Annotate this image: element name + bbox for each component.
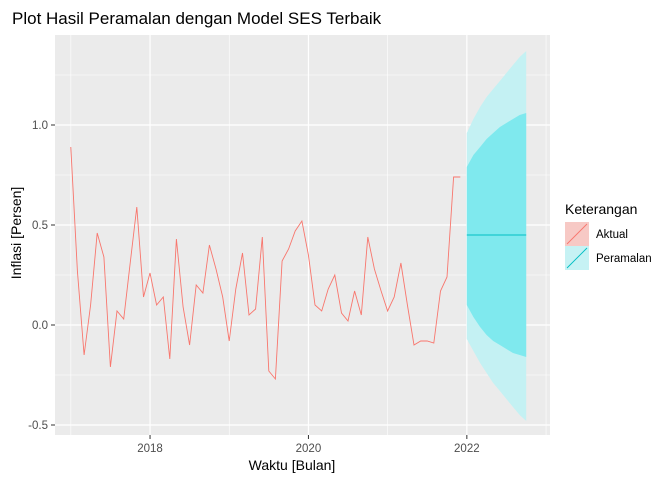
y-axis-label: Inflasi [Persen] (8, 187, 24, 280)
legend-key-aktual-line (566, 223, 588, 245)
legend-title: Keterangan (565, 201, 637, 217)
legend: Keterangan Aktual Peramalan (565, 201, 652, 270)
legend-key-peramalan-line (566, 247, 588, 269)
y-tick-label: 0.5 (32, 220, 48, 232)
y-tick-label: 1.0 (32, 120, 48, 132)
x-axis-label: Waktu [Bulan] (249, 457, 336, 473)
x-tick-label: 2018 (137, 443, 163, 455)
chart-title: Plot Hasil Peramalan dengan Model SES Te… (12, 9, 382, 28)
x-tick-label: 2022 (454, 443, 480, 455)
x-tick-label: 2020 (296, 443, 322, 455)
x-axis-ticks: 2018 2020 2022 (137, 435, 480, 455)
series-lines (70, 146, 527, 381)
legend-label-aktual: Aktual (596, 229, 628, 241)
y-tick-label: -0.5 (28, 420, 48, 432)
series-line-aktual (70, 146, 461, 381)
y-tick-label: 0.0 (32, 320, 48, 332)
y-axis-ticks: -0.5 0.0 0.5 1.0 (28, 120, 55, 432)
legend-label-peramalan: Peramalan (596, 253, 652, 265)
